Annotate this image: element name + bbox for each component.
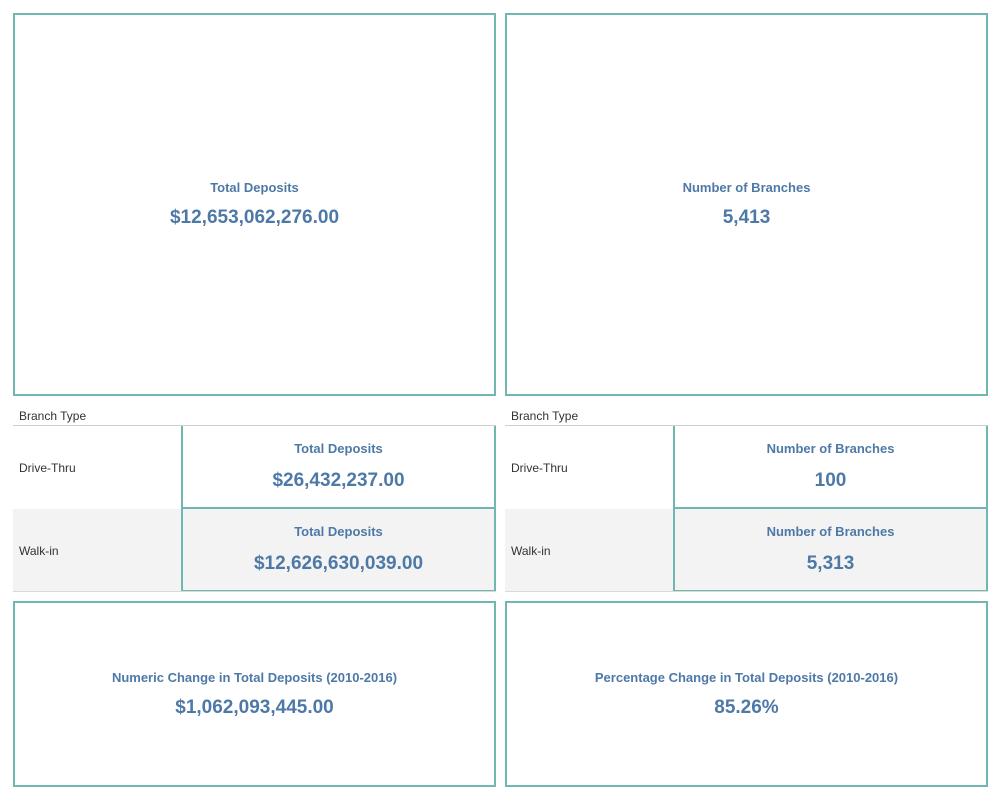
deposits-branch-type-header: Branch Type	[19, 409, 87, 423]
table-row[interactable]: Drive-Thru Number of Branches 100	[505, 426, 988, 509]
number-of-branches-label: Number of Branches	[682, 180, 811, 195]
cell-label: Total Deposits	[294, 524, 383, 539]
branches-by-branch-type-table: Drive-Thru Number of Branches 100 Walk-i…	[505, 425, 988, 592]
cell-value: 100	[814, 470, 847, 491]
drive-thru-branches-cell[interactable]: Number of Branches 100	[673, 426, 988, 509]
branch-type-label: Drive-Thru	[19, 460, 76, 475]
total-deposits-value: $12,653,062,276.00	[169, 207, 340, 228]
total-deposits-card[interactable]: Total Deposits $12,653,062,276.00	[13, 13, 496, 396]
numeric-change-label: Numeric Change in Total Deposits (2010-2…	[111, 669, 398, 685]
table-row[interactable]: Walk-in Number of Branches 5,313	[505, 509, 988, 592]
percentage-change-label: Percentage Change in Total Deposits (201…	[594, 669, 899, 685]
row-divider	[13, 591, 496, 592]
walk-in-branches-cell[interactable]: Number of Branches 5,313	[673, 509, 988, 592]
cell-value: $26,432,237.00	[272, 470, 405, 491]
number-of-branches-card[interactable]: Number of Branches 5,413	[505, 13, 988, 396]
numeric-change-card[interactable]: Numeric Change in Total Deposits (2010-2…	[13, 601, 496, 787]
branch-type-label: Walk-in	[511, 543, 551, 558]
table-row[interactable]: Walk-in Total Deposits $12,626,630,039.0…	[13, 509, 496, 592]
cell-label: Total Deposits	[294, 441, 383, 456]
drive-thru-deposits-cell[interactable]: Total Deposits $26,432,237.00	[181, 426, 496, 509]
table-row[interactable]: Drive-Thru Total Deposits $26,432,237.00	[13, 426, 496, 509]
percentage-change-card[interactable]: Percentage Change in Total Deposits (201…	[505, 601, 988, 787]
cell-label: Number of Branches	[766, 524, 895, 539]
branch-type-label: Drive-Thru	[511, 460, 568, 475]
percentage-change-value: 85.26%	[714, 696, 779, 718]
walk-in-deposits-cell[interactable]: Total Deposits $12,626,630,039.00	[181, 509, 496, 592]
row-divider	[505, 591, 988, 592]
cell-value: 5,313	[806, 553, 855, 574]
cell-value: $12,626,630,039.00	[253, 553, 424, 574]
branches-branch-type-header: Branch Type	[511, 409, 579, 423]
numeric-change-value: $1,062,093,445.00	[175, 696, 334, 718]
number-of-branches-value: 5,413	[722, 207, 771, 228]
deposits-by-branch-type-table: Drive-Thru Total Deposits $26,432,237.00…	[13, 425, 496, 592]
branch-type-label: Walk-in	[19, 543, 59, 558]
total-deposits-label: Total Deposits	[210, 180, 299, 195]
cell-label: Number of Branches	[766, 441, 895, 456]
